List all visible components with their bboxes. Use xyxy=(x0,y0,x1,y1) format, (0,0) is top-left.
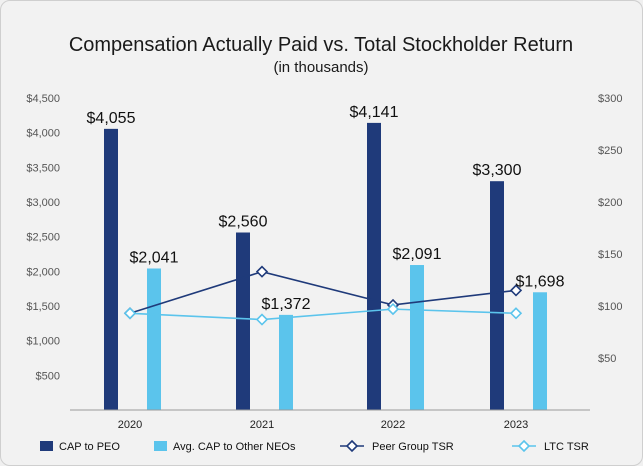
data-label: $4,055 xyxy=(87,110,136,127)
legend-swatch-avg-cap-to-other-neos xyxy=(154,441,167,451)
legend-label: LTC TSR xyxy=(544,441,589,453)
point-peer-group-tsr xyxy=(255,265,269,278)
y-tick-label: $1,000 xyxy=(26,336,60,348)
y-tick-label: $2,000 xyxy=(26,266,60,278)
y2-tick-label: $50 xyxy=(598,353,616,365)
legend-marker-peer-group-tsr xyxy=(345,439,359,453)
y-tick-label: $3,500 xyxy=(26,162,60,174)
chart-title: Compensation Actually Paid vs. Total Sto… xyxy=(69,34,573,56)
y-tick-label: $500 xyxy=(36,370,60,382)
data-label: $2,560 xyxy=(219,214,268,231)
y2-tick-label: $100 xyxy=(598,301,622,313)
y2-tick-label: $300 xyxy=(598,93,622,105)
legend-label: Peer Group TSR xyxy=(372,441,454,453)
bar-cap-to-peo xyxy=(104,128,118,410)
y-tick-label: $2,500 xyxy=(26,232,60,244)
legend-swatch-cap-to-peo xyxy=(40,441,53,451)
legend-marker-ltc-tsr xyxy=(517,439,531,453)
point-peer-group-tsr xyxy=(509,284,523,297)
line-peer-group-tsr xyxy=(129,270,517,315)
y2-tick-label: $200 xyxy=(598,197,622,209)
point-ltc-tsr xyxy=(123,307,137,320)
y-tick-label: $1,500 xyxy=(26,301,60,313)
y2-tick-label: $150 xyxy=(598,249,622,261)
point-ltc-tsr xyxy=(255,313,269,326)
y2-tick-label: $250 xyxy=(598,145,622,157)
data-label: $1,372 xyxy=(262,296,311,313)
point-ltc-tsr xyxy=(509,307,523,320)
point-ltc-tsr xyxy=(386,302,400,316)
chart-subtitle: (in thousands) xyxy=(273,59,368,76)
bar-avg-cap-to-other-neos xyxy=(533,292,547,410)
data-label: $3,300 xyxy=(473,162,522,179)
x-tick-label: 2022 xyxy=(381,419,405,431)
y-tick-label: $3,000 xyxy=(26,197,60,209)
data-label: $2,041 xyxy=(130,249,179,266)
x-tick-label: 2021 xyxy=(250,419,274,431)
legend-label: Avg. CAP to Other NEOs xyxy=(173,441,296,453)
data-label: $2,091 xyxy=(393,246,442,263)
bar-avg-cap-to-other-neos xyxy=(147,268,161,410)
line-ltc-tsr xyxy=(129,308,517,321)
legend-label: CAP to PEO xyxy=(59,441,120,453)
data-label: $1,698 xyxy=(516,273,565,290)
bar-cap-to-peo xyxy=(367,122,381,411)
y-tick-label: $4,000 xyxy=(26,128,60,140)
bar-avg-cap-to-other-neos xyxy=(410,265,424,410)
x-tick-label: 2020 xyxy=(118,419,142,431)
bar-avg-cap-to-other-neos xyxy=(279,314,293,410)
bar-cap-to-peo xyxy=(236,232,250,410)
data-label: $4,141 xyxy=(350,104,399,121)
y-tick-label: $4,500 xyxy=(26,93,60,105)
bar-cap-to-peo xyxy=(490,181,504,410)
x-tick-label: 2023 xyxy=(504,419,528,431)
